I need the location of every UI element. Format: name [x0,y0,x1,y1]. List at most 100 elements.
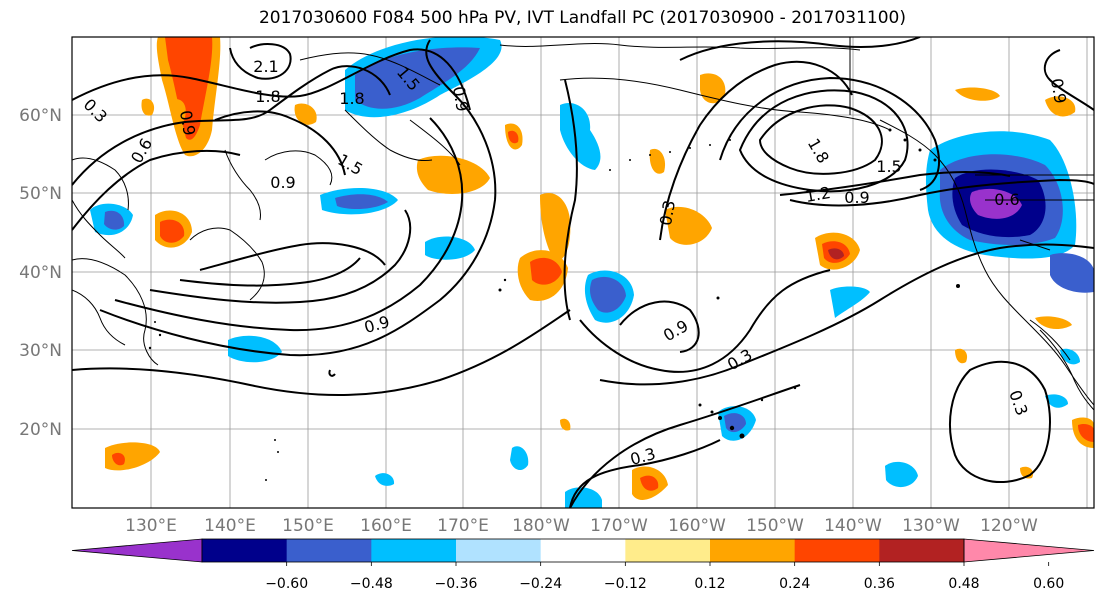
pv-blob [228,335,282,363]
pv-blob [1045,96,1076,117]
latitude-label: 30°N [19,341,62,361]
contour-line [72,65,391,186]
coastline [224,149,261,221]
pv-blob [955,348,968,364]
pv-negative-shading [90,37,1094,508]
colorbar-tick-label: 0.24 [779,576,810,592]
coastline [559,77,891,131]
pv-blob [530,257,562,285]
contour-line [99,39,497,357]
contour-line [679,37,921,61]
contour-line [563,79,578,321]
contour-line [149,209,412,304]
longitude-label: 140°W [824,516,882,536]
pv-blob [1050,253,1094,293]
pv-blob [830,286,870,318]
contour-line [199,242,386,271]
pv-blob [665,206,712,245]
pv-blob [425,236,475,260]
pv-blob [1078,423,1094,442]
pv-blob [724,413,746,433]
pv-blob [165,37,213,140]
contour-line [72,309,571,396]
coastline [189,227,265,301]
coastline [72,157,129,211]
pv-blob [355,47,480,109]
contour-line [328,369,336,377]
colorbar-segment [371,539,457,562]
pv-blob [560,102,601,170]
pv-blob [540,192,571,262]
pv-blob [700,73,726,104]
pv-blob [508,130,519,144]
colorbar-segment [202,539,288,562]
contour-label: 0.9 [270,173,295,192]
longitude-label: 120°W [980,516,1038,536]
latitude-label: 60°N [19,106,62,126]
pv-blob [170,99,186,125]
colorbar-segment [625,539,711,562]
coastline [299,52,441,86]
contour-line [229,43,292,80]
colorbar-tick-label: −0.12 [604,576,647,592]
colorbar-segment [879,539,965,562]
colorbar-tick-label: −0.48 [350,576,393,592]
longitude-labels: 130°E 140°E 150°E 160°E 170°E 180°W 170°W 160°W… [125,516,1038,536]
map-area [72,37,1094,508]
pv-blob [375,473,395,486]
longitude-label: 160°W [668,516,726,536]
pv-blob [104,210,125,230]
colorbar-tick-labels: −0.60 −0.48 −0.36 −0.24 −0.12 0.12 0.24 0.36 0.4… [265,562,1064,592]
contour-line [738,89,909,193]
pv-blob [649,148,666,174]
colorbar-segment [286,539,372,562]
pv-blob [560,418,571,431]
pv-blob [640,475,659,491]
pv-blob [955,87,1000,101]
longitude-label: 160°E [360,516,412,536]
contour-line [569,439,721,508]
contour-line [659,60,853,241]
map-frame [71,36,1095,509]
longitude-label: 170°E [437,516,489,536]
pv-blob [160,219,185,243]
contour-label: 1.5 [876,157,901,176]
contour-line [179,257,361,287]
pv-blob [1035,316,1072,330]
colorbar-tick-label: −0.24 [519,576,562,592]
contour-line [949,360,1051,484]
colorbar [71,538,1095,563]
colorbar-tick-label: −0.36 [435,576,478,592]
ivt-contours [72,37,1094,508]
contour-label: 1.2 [804,183,832,206]
pv-blob [828,248,844,260]
pv-positive-shading [105,37,1094,500]
pv-blob [416,155,490,194]
coastline [499,43,861,51]
islands [148,128,960,481]
longitude-label: 170°W [590,516,648,536]
pv-blob [885,461,918,488]
contour-line [619,300,700,353]
contour-line [72,149,241,231]
contour-label: 0.9 [1047,77,1070,105]
contour-line [789,178,1094,207]
pv-blob [294,103,317,125]
pv-blob [970,188,1022,219]
contour-line [214,110,346,176]
coastline [344,109,433,161]
contour-line [758,104,883,175]
colorbar-tick-label: −0.60 [265,576,308,592]
pv-blob [335,194,388,210]
contour-line [599,243,1094,386]
coastline [1039,329,1094,411]
coastline [72,258,159,366]
latitude-label: 20°N [19,420,62,440]
colorbar-outline [201,538,965,563]
map-title: 2017030600 F084 500 hPa PV, IVT Landfall… [258,8,906,28]
colorbar-extend-low [71,538,203,563]
colorbar-tick-label: 0.60 [1033,576,1064,592]
pv-blob [141,98,155,116]
latitude-labels: 60°N 50°N 40°N 30°N 20°N [19,106,62,440]
colorbar-tick-label: 0.12 [694,576,725,592]
